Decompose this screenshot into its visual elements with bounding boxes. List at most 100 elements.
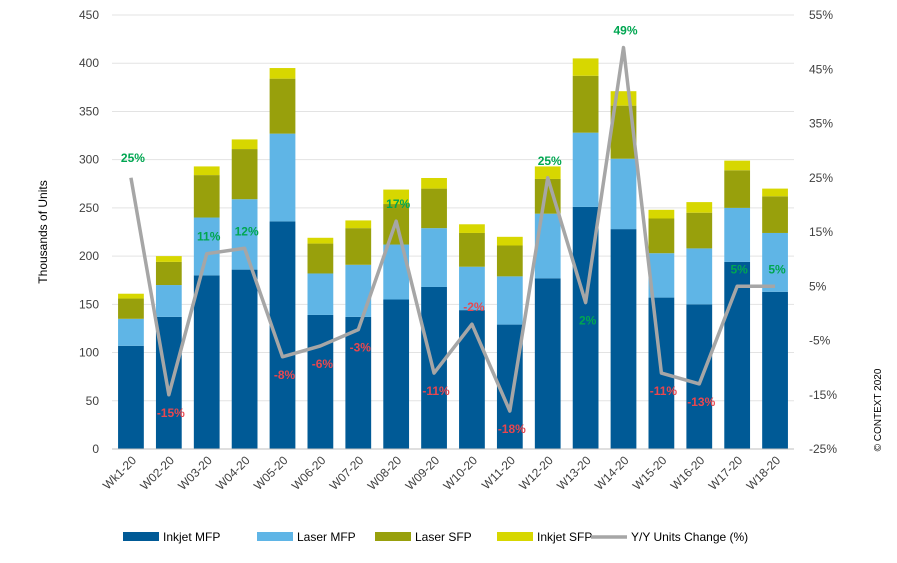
bar-segment: [459, 266, 485, 311]
bar-segment: [155, 285, 182, 317]
yoy-data-label: -13%: [687, 395, 715, 409]
x-tick-label: W04-20: [213, 453, 253, 493]
bar-segment: [421, 177, 447, 189]
bar-segment: [118, 298, 144, 319]
bar-segment: [193, 275, 220, 449]
bar-segment: [724, 160, 751, 171]
bar-segment: [459, 310, 485, 449]
yoy-data-label: 25%: [121, 151, 145, 165]
legend-swatch: [497, 532, 533, 541]
legend-label: Inkjet MFP: [163, 530, 220, 544]
bar-segment: [459, 224, 485, 233]
bar-segment: [496, 236, 523, 246]
yoy-data-label: -11%: [650, 384, 678, 398]
bar-segment: [193, 166, 220, 176]
y-tick-label: 400: [79, 56, 99, 70]
legend-label: Laser SFP: [415, 530, 472, 544]
bar-segment: [118, 345, 144, 449]
legend-label: Laser MFP: [297, 530, 356, 544]
copyright-note: © CONTEXT 2020: [873, 368, 884, 451]
y2-tick-label: 55%: [809, 8, 833, 22]
x-tick-label: Wk1-20: [100, 453, 139, 492]
y-axis-title: Thousands of Units: [36, 180, 50, 283]
bar-segment: [724, 170, 751, 208]
bar-segment: [345, 316, 372, 449]
x-tick-label: W18-20: [744, 453, 784, 493]
bar-segment: [496, 245, 523, 277]
bar-segment: [534, 166, 561, 179]
yoy-data-label: -15%: [157, 406, 185, 420]
yoy-data-label: 25%: [538, 154, 562, 168]
y-tick-label: 300: [79, 153, 99, 167]
bar-segment: [686, 202, 713, 213]
bar-segment: [269, 68, 296, 79]
x-tick-label: W03-20: [175, 453, 215, 493]
bar-segment: [155, 261, 182, 286]
yoy-series-line: [129, 45, 776, 413]
bar-segment: [610, 158, 637, 230]
x-tick-label: W17-20: [706, 453, 746, 493]
bar-segment: [118, 318, 144, 346]
y-tick-label: 50: [86, 394, 100, 408]
bar-segment: [118, 293, 144, 299]
x-tick-label: W13-20: [554, 453, 594, 493]
bar-segment: [762, 196, 788, 233]
x-tick-label: W16-20: [668, 453, 708, 493]
bar-segment: [686, 304, 713, 449]
bar-segment: [345, 220, 372, 229]
bar-segment: [307, 314, 334, 449]
y2-tick-label: 15%: [809, 225, 833, 239]
bar-segment: [231, 199, 258, 270]
x-tick-label: W09-20: [403, 453, 443, 493]
y-tick-label: 450: [79, 8, 99, 22]
bar-segment: [231, 139, 258, 150]
bar-segment: [155, 256, 182, 262]
yoy-data-label: 49%: [613, 24, 637, 38]
y-tick-label: 100: [79, 346, 99, 360]
y2-tick-label: 25%: [809, 171, 833, 185]
bar-segment: [193, 217, 220, 276]
yoy-line: [129, 45, 776, 413]
y-tick-label: 250: [79, 201, 99, 215]
x-tick-label: W07-20: [327, 453, 367, 493]
bar-segment: [269, 133, 296, 222]
yoy-data-label: 12%: [235, 224, 259, 238]
legend: Inkjet MFP Laser MFP Laser SFP Inkjet SFP Y/…: [123, 530, 748, 544]
y-tick-label: 0: [92, 442, 99, 456]
bar-segment: [572, 132, 599, 207]
yoy-data-label: 11%: [197, 230, 221, 244]
bar-segment: [345, 228, 372, 265]
yoy-data-label: 5%: [730, 262, 748, 276]
legend-label: Y/Y Units Change (%): [631, 530, 748, 544]
bar-segment: [648, 209, 675, 219]
x-tick-label: W05-20: [251, 453, 291, 493]
legend-label: Inkjet SFP: [537, 530, 592, 544]
bar-segment: [686, 248, 713, 305]
gridlines: [112, 14, 794, 402]
bar-segment: [421, 188, 447, 229]
bar-segment: [762, 291, 788, 449]
bar-segment: [762, 188, 788, 197]
x-tick-label: W14-20: [592, 453, 632, 493]
bar-segment: [269, 78, 296, 134]
bar-segment: [193, 175, 220, 218]
x-tick-label: W11-20: [479, 453, 518, 492]
y-tick-label: 150: [79, 297, 99, 311]
bar-segment: [610, 229, 637, 449]
bar-segment: [724, 207, 751, 262]
bar-segment: [762, 232, 788, 292]
bar-segment: [307, 243, 334, 274]
yoy-data-label: -11%: [422, 384, 450, 398]
y-tick-label: 350: [79, 104, 99, 118]
bar-segment: [383, 189, 410, 205]
bar-segment: [496, 276, 523, 325]
x-tick-label: W08-20: [365, 453, 405, 493]
yoy-data-label: -6%: [312, 357, 334, 371]
bar-segment: [572, 75, 599, 133]
x-tick-label: W06-20: [289, 453, 329, 493]
yoy-data-label: 5%: [768, 262, 786, 276]
legend-swatch: [123, 532, 159, 541]
y2-tick-label: -15%: [809, 388, 837, 402]
